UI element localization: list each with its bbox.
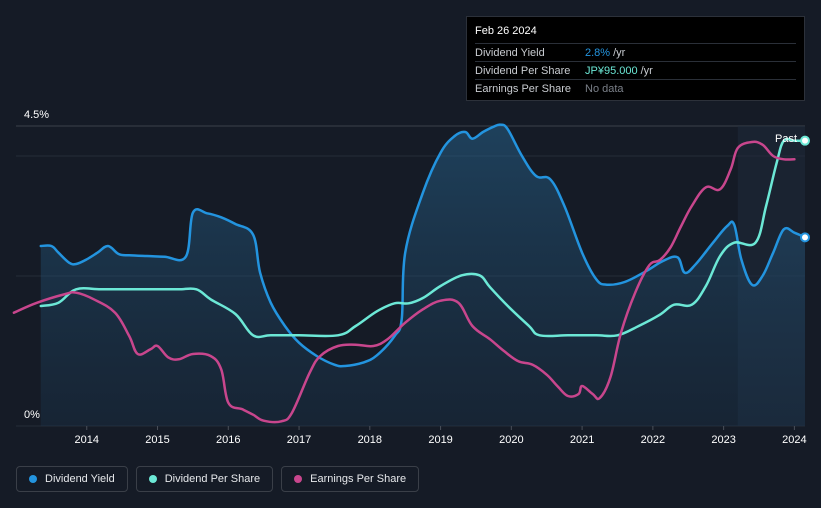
- past-label: Past: [775, 133, 797, 145]
- tooltip-key: Earnings Per Share: [475, 82, 571, 95]
- x-tick-label: 2015: [145, 434, 169, 446]
- dividend-per-share-line: [39, 137, 807, 339]
- tooltip-key: Dividend Per Share: [475, 64, 571, 77]
- legend-label: Earnings Per Share: [310, 473, 407, 485]
- x-tick-label: 2018: [358, 434, 382, 446]
- y-axis-max-label: 4.5%: [24, 109, 49, 121]
- x-tick-label: 2016: [216, 434, 240, 446]
- legend-item-dividend-yield[interactable]: Dividend Yield: [16, 466, 128, 492]
- x-tick-label: 2014: [75, 434, 99, 446]
- tooltip-panel: Feb 26 2024 Dividend Yield 2.8% /yr Divi…: [466, 16, 805, 101]
- x-tick-label: 2020: [499, 434, 523, 446]
- tooltip-value: JP¥95.000: [585, 64, 638, 77]
- tooltip-row-dividend-yield: Dividend Yield 2.8% /yr: [475, 43, 796, 61]
- tooltip-row-dividend-per-share: Dividend Per Share JP¥95.000 /yr: [475, 61, 796, 79]
- legend-label: Dividend Yield: [45, 473, 115, 485]
- tooltip-unit: /yr: [613, 46, 626, 59]
- legend-dot-dividend-per-share: [148, 475, 157, 483]
- dividend-yield-area: [40, 124, 806, 427]
- y-axis-min-label: 0%: [24, 409, 40, 421]
- x-tick-label: 2021: [570, 434, 594, 446]
- x-tick-label: 2017: [287, 434, 311, 446]
- x-tick-label: 2024: [782, 434, 806, 446]
- dividend-yield-end-marker: [800, 232, 810, 243]
- tooltip-value: 2.8%: [585, 46, 611, 59]
- tooltip-row-earnings-per-share: Earnings Per Share No data: [475, 79, 796, 97]
- tooltip-unit: /yr: [640, 64, 653, 77]
- x-tick-label: 2019: [428, 434, 452, 446]
- x-tick-label: 2023: [711, 434, 735, 446]
- tooltip-key: Dividend Yield: [475, 46, 545, 59]
- legend: Dividend Yield Dividend Per Share Earnin…: [16, 466, 420, 492]
- tooltip-date: Feb 26 2024: [475, 25, 537, 37]
- dividend-yield-line: [39, 123, 807, 368]
- legend-label: Dividend Per Share: [164, 473, 261, 485]
- dividend-per-share-end-marker: [800, 135, 810, 146]
- x-tick-label: 2022: [641, 434, 665, 446]
- tooltip-value: No data: [585, 82, 624, 95]
- legend-item-earnings-per-share[interactable]: Earnings Per Share: [281, 466, 420, 492]
- legend-dot-earnings-per-share: [294, 475, 303, 483]
- legend-dot-dividend-yield: [29, 475, 37, 483]
- legend-item-dividend-per-share[interactable]: Dividend Per Share: [135, 466, 274, 492]
- earnings-per-share-line: [12, 140, 796, 424]
